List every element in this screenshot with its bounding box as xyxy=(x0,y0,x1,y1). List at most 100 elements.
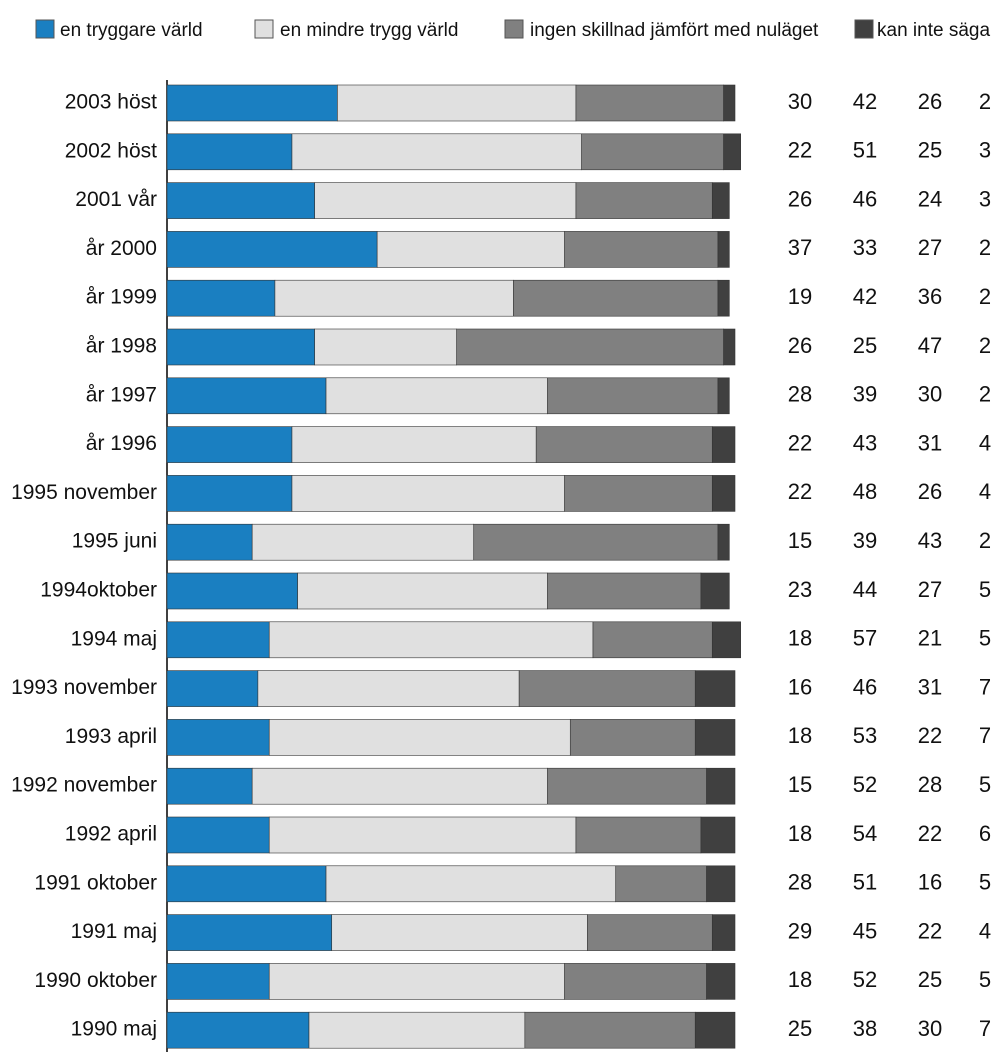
value-label: 51 xyxy=(853,138,877,163)
value-label: 25 xyxy=(918,138,942,163)
value-label: 30 xyxy=(918,382,942,407)
value-label: 43 xyxy=(853,430,877,455)
value-label: 29 xyxy=(788,918,812,943)
bar-segment xyxy=(166,914,333,951)
value-label: 27 xyxy=(918,577,942,602)
bar-segment xyxy=(575,182,713,219)
value-label: 15 xyxy=(788,772,812,797)
value-label: 44 xyxy=(853,577,877,602)
value-label: 5 xyxy=(979,577,991,602)
value-label: 39 xyxy=(853,528,877,553)
value-label: 16 xyxy=(918,870,942,895)
bar-segment xyxy=(473,523,719,561)
category-label: 1993 april xyxy=(65,725,157,748)
bar-segment xyxy=(166,670,259,707)
bar-segment xyxy=(524,1011,696,1049)
bar-segment xyxy=(297,572,548,610)
value-label: 30 xyxy=(788,89,812,114)
category-label: 1991 maj xyxy=(71,920,157,943)
value-label: 54 xyxy=(853,821,877,846)
value-label: 47 xyxy=(918,333,942,358)
bar-segment xyxy=(166,426,293,463)
bar-segment xyxy=(575,816,702,854)
bar-segment xyxy=(166,767,253,805)
bar-segment xyxy=(456,328,724,366)
bar-segment xyxy=(166,84,338,122)
category-label: 1993 november xyxy=(11,676,157,699)
bar-segment xyxy=(291,426,537,463)
bar-segment xyxy=(564,475,713,512)
value-label: 42 xyxy=(853,89,877,114)
value-label: 15 xyxy=(788,528,812,553)
value-label: 28 xyxy=(788,870,812,895)
legend-swatch xyxy=(35,19,55,39)
bar-segment xyxy=(314,182,577,219)
bar-segment xyxy=(325,865,617,903)
bar-segment xyxy=(717,523,730,561)
bar-segment xyxy=(166,1011,310,1049)
value-label: 46 xyxy=(853,186,877,211)
bar-segment xyxy=(711,914,736,951)
value-label: 51 xyxy=(853,870,877,895)
bar-segment xyxy=(575,84,724,122)
bar-segment xyxy=(274,279,514,317)
value-label: 5 xyxy=(979,967,991,992)
bar-segment xyxy=(581,133,724,171)
bar-segment xyxy=(166,279,276,317)
bar-segment xyxy=(268,963,565,1000)
bar-segment xyxy=(564,231,719,268)
value-label: 22 xyxy=(788,479,812,504)
value-label: 26 xyxy=(918,479,942,504)
bar-segment xyxy=(257,670,520,707)
bar-segment xyxy=(711,182,730,219)
bar-segment xyxy=(513,279,719,317)
legend-label: kan inte säga xyxy=(877,20,990,41)
value-label: 46 xyxy=(853,674,877,699)
value-label: 25 xyxy=(853,333,877,358)
value-label: 26 xyxy=(788,333,812,358)
category-label: 1992 april xyxy=(65,823,157,846)
category-label: 2002 höst xyxy=(65,139,157,162)
value-label: 3 xyxy=(979,138,991,163)
bar-segment xyxy=(166,475,293,512)
value-label: 2 xyxy=(979,333,991,358)
value-label: 3 xyxy=(979,186,991,211)
value-label: 38 xyxy=(853,1016,877,1041)
bar-segment xyxy=(166,621,270,659)
category-label: 1995 juni xyxy=(72,530,157,553)
value-label: 2 xyxy=(979,235,991,260)
category-label: 2001 vår xyxy=(75,188,157,211)
value-label: 24 xyxy=(918,186,942,211)
bar-segment xyxy=(547,377,719,415)
bar-segment xyxy=(251,767,548,805)
value-label: 25 xyxy=(918,967,942,992)
category-label: 1991 oktober xyxy=(34,871,157,894)
bar-segment xyxy=(723,84,736,122)
bar-segment xyxy=(615,865,707,903)
bar-segment xyxy=(700,816,736,854)
bar-segment xyxy=(706,767,736,805)
value-label: 22 xyxy=(918,821,942,846)
legend-swatch xyxy=(504,19,524,39)
category-label: år 1996 xyxy=(86,432,157,455)
value-label: 21 xyxy=(918,626,942,651)
value-label: 57 xyxy=(853,626,877,651)
bar-segment xyxy=(547,767,707,805)
value-label: 52 xyxy=(853,772,877,797)
bar-segment xyxy=(166,572,298,610)
value-label: 4 xyxy=(979,430,991,455)
bar-segment xyxy=(717,377,730,415)
legend-swatch xyxy=(854,19,874,39)
value-label: 53 xyxy=(853,723,877,748)
value-label: 28 xyxy=(788,382,812,407)
value-label: 22 xyxy=(788,138,812,163)
bar-segment xyxy=(569,719,696,756)
legend-swatch xyxy=(254,19,274,39)
category-label: 2003 höst xyxy=(65,91,157,114)
bar-segment xyxy=(166,182,315,219)
bar-segment xyxy=(166,377,327,415)
bar-segment xyxy=(376,231,565,268)
bar-segment xyxy=(592,621,713,659)
bar-segment xyxy=(251,523,475,561)
category-label: 1995 november xyxy=(11,481,157,504)
